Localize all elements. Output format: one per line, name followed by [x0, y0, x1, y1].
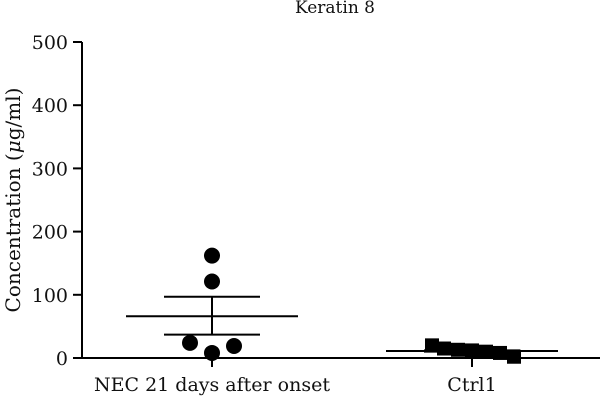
x-category-label: NEC 21 days after onset	[94, 374, 330, 396]
y-axis-title: Concentration (μg/ml)	[1, 88, 25, 313]
y-tick-label: 500	[32, 32, 68, 54]
y-ticks: 0 100 200 300 400 500	[32, 32, 82, 370]
data-point	[204, 344, 220, 361]
x-category-label: Ctrl1	[447, 374, 496, 396]
y-axis-title-prefix: Concentration (	[1, 153, 25, 312]
data-point	[226, 337, 242, 354]
x-ticks: NEC 21 days after onset Ctrl1	[94, 358, 497, 396]
y-axis-title-suffix: g/ml)	[1, 88, 25, 141]
y-tick-label: 300	[32, 158, 68, 180]
y-tick-label: 200	[32, 222, 68, 244]
y-tick-label: 400	[32, 95, 68, 117]
y-tick-label: 0	[56, 348, 68, 370]
y-axis-title-unit: μ	[1, 140, 25, 153]
data-point	[507, 349, 521, 364]
y-tick-label: 100	[32, 285, 68, 307]
data-point	[493, 345, 507, 360]
data-marks	[126, 247, 558, 364]
data-point	[204, 273, 220, 290]
data-point	[182, 334, 198, 351]
data-point	[437, 341, 451, 356]
data-point	[204, 247, 220, 264]
chart-title: Keratin 8	[295, 0, 375, 18]
data-point	[425, 338, 439, 353]
